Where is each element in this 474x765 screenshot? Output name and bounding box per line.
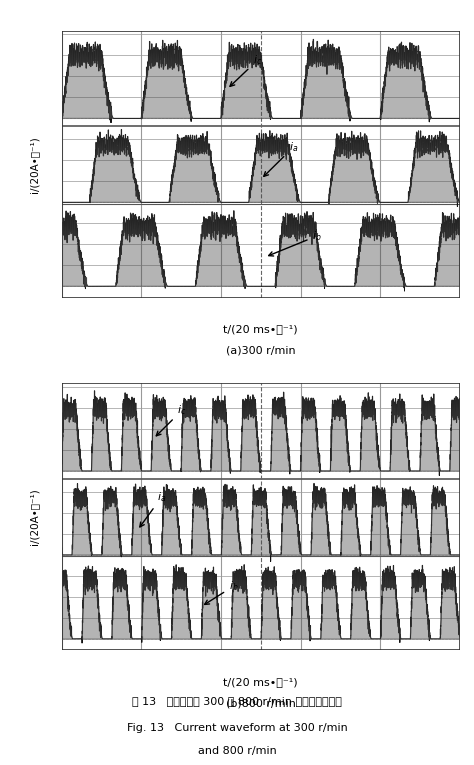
- Text: i/(20A•格⁻¹): i/(20A•格⁻¹): [29, 488, 39, 545]
- Text: 图 13   电机分别在 300 和 800 r/min 时的电流波形图: 图 13 电机分别在 300 和 800 r/min 时的电流波形图: [132, 696, 342, 706]
- Text: $i_b$: $i_b$: [205, 579, 238, 604]
- Text: t/(20 ms•格⁻¹): t/(20 ms•格⁻¹): [223, 324, 298, 334]
- Text: (a)300 r/min: (a)300 r/min: [226, 346, 295, 356]
- Text: and 800 r/min: and 800 r/min: [198, 746, 276, 756]
- Text: i/(20A•格⁻¹): i/(20A•格⁻¹): [29, 135, 39, 193]
- Text: $i_a$: $i_a$: [264, 141, 298, 177]
- Text: $i_c$: $i_c$: [230, 54, 262, 86]
- Text: $i_c$: $i_c$: [156, 404, 186, 436]
- Text: $i_a$: $i_a$: [140, 490, 166, 527]
- Text: t/(20 ms•格⁻¹): t/(20 ms•格⁻¹): [223, 677, 298, 687]
- Text: (b)800 r/min: (b)800 r/min: [226, 698, 296, 708]
- Text: $i_b$: $i_b$: [269, 229, 322, 256]
- Text: Fig. 13   Current waveform at 300 r/min: Fig. 13 Current waveform at 300 r/min: [127, 723, 347, 733]
